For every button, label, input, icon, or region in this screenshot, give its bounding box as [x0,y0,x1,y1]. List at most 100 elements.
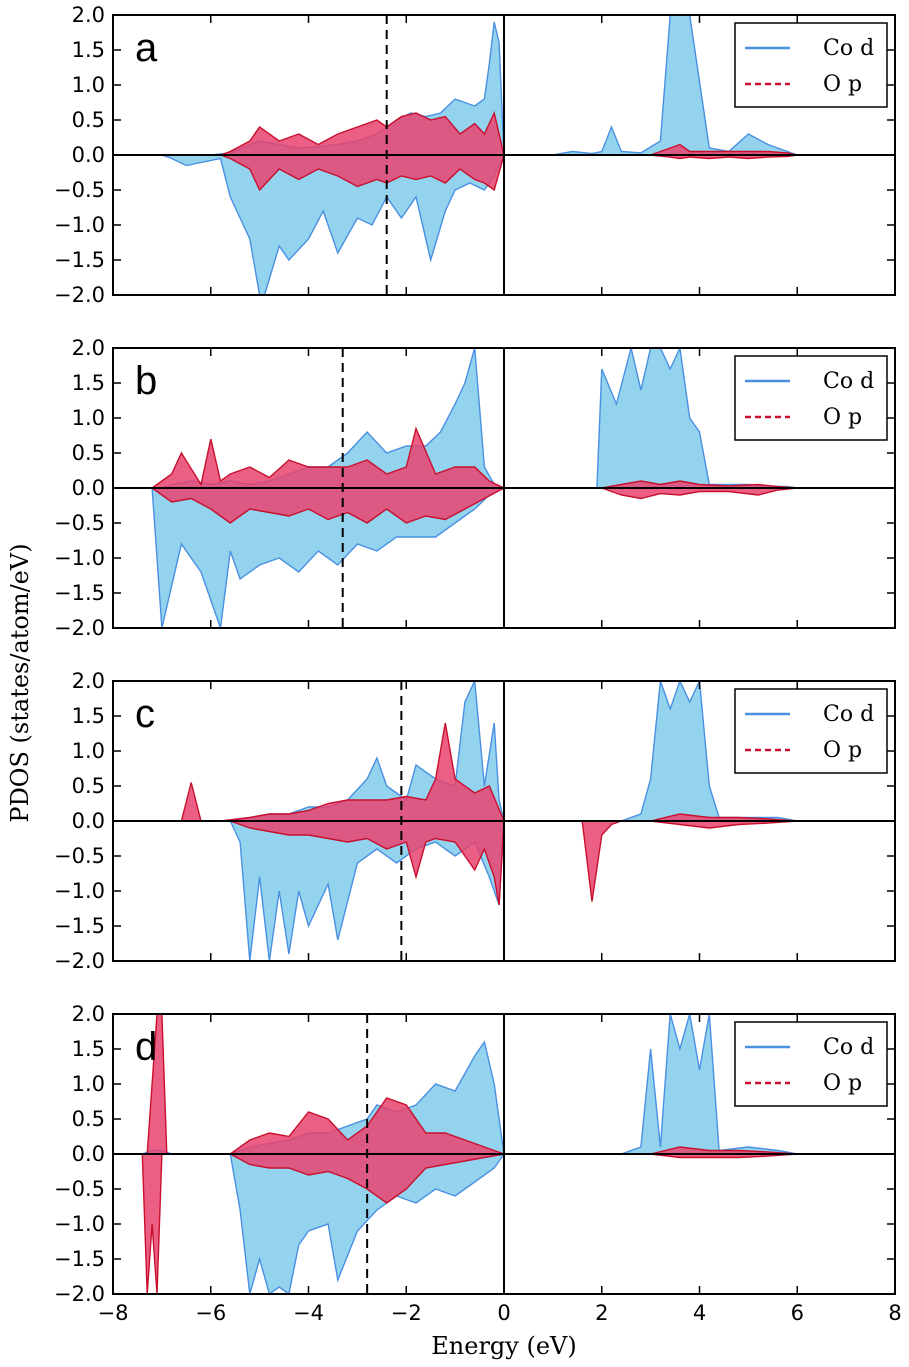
y-tick-label: 1.0 [72,739,105,763]
y-tick-label: −1.0 [54,879,105,903]
o-p-up-line [650,813,798,822]
panel-letter: b [135,359,157,403]
y-tick-label: −2.0 [54,616,105,640]
y-tick-label: −0.5 [54,844,105,868]
panel-letter: a [135,26,158,70]
panel-letter: c [135,692,155,736]
o-p-up-area [650,144,798,155]
y-tick-label: −1.5 [54,1247,105,1271]
o-p-down-line [650,820,798,829]
y-tick-label: −1.5 [54,248,105,272]
y-tick-label: −0.5 [54,1177,105,1201]
o-p-down-line [650,154,798,160]
y-tick-label: 2.0 [72,336,105,360]
co-d-up-area [596,348,798,488]
o-p-down-area [152,488,504,523]
co-d-up-area [621,1014,798,1154]
o-p-up-line [601,480,798,489]
co-d-down-line [132,154,505,295]
y-tick-label: −2.0 [54,1282,105,1306]
legend-o-p-label: O p [823,72,862,97]
o-p-up-area [220,113,504,155]
o-p-down-line [151,487,505,524]
plot-area [180,681,798,961]
co-d-up-line [230,681,505,822]
x-tick-label: 2 [595,1301,608,1325]
co-d-down-area [132,155,504,295]
panel-letter: d [135,1025,157,1069]
x-tick-label: 8 [888,1301,901,1325]
legend-co-d-label: Co d [823,702,874,727]
x-tick-label: −6 [195,1301,226,1325]
y-tick-label: 1.0 [72,73,105,97]
o-p-down-area [582,821,622,902]
y-tick-label: 0.0 [72,476,105,500]
y-tick-label: 2.0 [72,669,105,693]
y-tick-label: −2.0 [54,283,105,307]
co-d-up-line [621,1014,798,1155]
o-p-up-line [650,143,798,156]
x-tick-label: 0 [497,1301,510,1325]
y-tick-label: 1.5 [72,1037,105,1061]
y-tick-label: −0.5 [54,178,105,202]
y-tick-label: 0.0 [72,1142,105,1166]
o-p-up-line [151,426,505,489]
o-p-down-area [220,155,504,190]
y-tick-label: 1.0 [72,406,105,430]
panel-a: 2.0 1.5 1.0 0.5 0.0 −0.5 −1.0 −1.5 −2.0 a Co d O p [54,3,896,307]
panel-c: 2.0 1.5 1.0 0.5 0.0 −0.5 −1.0 −1.5 −2.0 c Co d O p [54,669,896,973]
y-tick-label: 2.0 [72,1002,105,1026]
y-tick-label: 0.5 [72,774,105,798]
x-tick-label: −4 [293,1301,324,1325]
o-p-up-line [650,1146,798,1155]
o-p-up-area [147,1014,504,1154]
legend-co-d-label: Co d [823,36,874,61]
co-d-down-line [151,487,505,628]
legend-co-d-label: Co d [823,369,874,394]
co-d-up-area [621,681,798,821]
plot-area [151,348,798,628]
y-axis-title: PDOS (states/atom/eV) [6,543,34,822]
x-tick-label: 6 [791,1301,804,1325]
x-axis-title: Energy (eV) [431,1332,576,1360]
legend-box [734,1021,888,1107]
y-tick-label: 1.5 [72,38,105,62]
y-tick-label: −0.5 [54,511,105,535]
co-d-up-line [552,15,798,156]
o-p-up-area [152,428,504,488]
y-tick-label: 0.0 [72,809,105,833]
x-tick-label: −8 [98,1301,129,1325]
o-p-down-line [141,1153,505,1294]
o-p-down-line [601,487,798,500]
y-tick-label: −1.0 [54,546,105,570]
co-d-down-line [229,1153,505,1294]
legend-o-p-label: O p [823,405,862,430]
plot-area [132,15,798,295]
y-tick-label: 1.0 [72,1072,105,1096]
legend-co-d-label: Co d [823,1035,874,1060]
o-p-down-line [230,820,505,906]
y-tick-label: 0.5 [72,108,105,132]
o-p-up-line [220,110,505,156]
y-tick-label: 1.5 [72,371,105,395]
legend-o-p-label: O p [823,1071,862,1096]
co-d-down-area [230,821,505,961]
y-tick-label: 0.5 [72,441,105,465]
o-p-up-area [601,481,798,488]
x-tick-label: 4 [693,1301,706,1325]
y-tick-label: −1.5 [54,914,105,938]
y-tick-label: 2.0 [72,3,105,27]
y-tick-label: −1.0 [54,1212,105,1236]
panel-b: 2.0 1.5 1.0 0.5 0.0 −0.5 −1.0 −1.5 −2.0 b Co d O p [54,336,896,640]
co-d-up-area [552,15,798,155]
y-tick-label: 0.5 [72,1107,105,1131]
y-tick-label: 0.0 [72,143,105,167]
x-tick-label: −2 [391,1301,422,1325]
o-p-down-line [220,154,505,192]
y-tick-label: −1.5 [54,581,105,605]
legend-box [734,688,888,774]
y-tick-label: 1.5 [72,704,105,728]
o-p-up-area [181,723,504,821]
o-p-down-line [581,820,622,902]
